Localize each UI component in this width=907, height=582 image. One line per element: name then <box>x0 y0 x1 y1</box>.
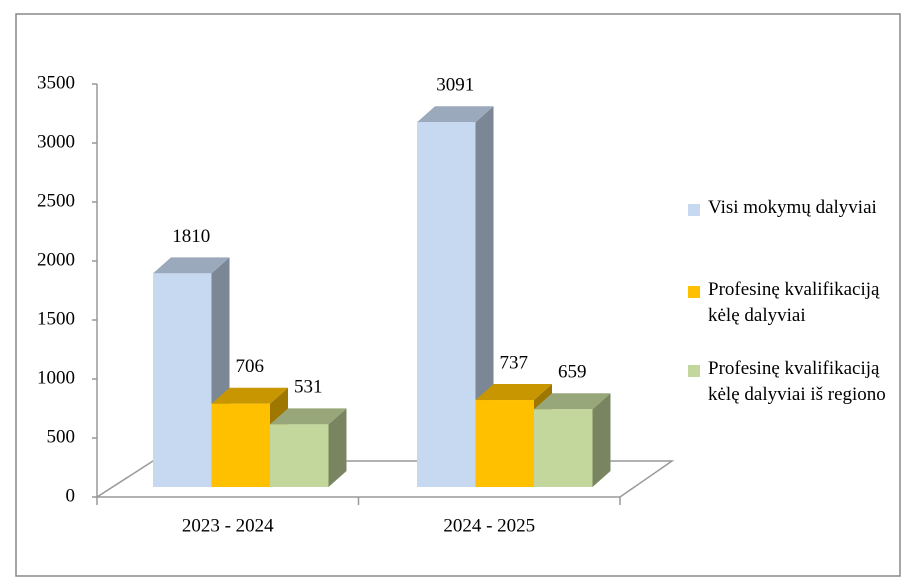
x-tick-label: 2024 - 2025 <box>443 515 535 536</box>
y-tick-label: 2500 <box>37 190 75 211</box>
bar-top <box>211 387 288 404</box>
bar-top <box>534 393 611 410</box>
legend-entry: Profesinę kvalifikaciją kėlę dalyviai <box>708 279 880 326</box>
bar <box>534 393 611 487</box>
legend-label: Visi mokymų dalyviai <box>708 197 877 218</box>
data-label: 659 <box>558 362 587 383</box>
y-tick-label: 1000 <box>37 367 75 388</box>
legend-swatch <box>688 204 700 216</box>
y-tick-label: 1500 <box>37 308 75 329</box>
legend-swatch <box>688 365 700 377</box>
bar-front <box>475 400 534 487</box>
legend-swatch <box>688 286 700 298</box>
bar-front <box>211 403 270 487</box>
bar-front <box>270 424 329 487</box>
data-label: 531 <box>294 377 323 398</box>
data-label: 3091 <box>436 75 474 96</box>
bar-top <box>417 106 494 123</box>
legend-entry: Visi mokymų dalyviai <box>708 197 877 218</box>
floor <box>94 460 675 498</box>
y-tick-label: 2000 <box>37 249 75 270</box>
data-label: 706 <box>236 356 265 377</box>
bar-side <box>592 393 611 487</box>
y-tick-label: 3500 <box>37 72 75 93</box>
x-tick-label: 2023 - 2024 <box>182 515 274 536</box>
bar-front <box>417 122 476 488</box>
bar-side <box>328 408 347 487</box>
legend-label: Profesinę kvalifikaciją kėlę dalyviai iš… <box>708 358 886 405</box>
bar-front <box>534 409 593 487</box>
legend-label: Profesinę kvalifikaciją kėlę dalyviai <box>708 279 880 326</box>
y-tick-label: 0 <box>66 485 76 506</box>
bar-top <box>153 257 230 274</box>
bar-top <box>270 408 347 425</box>
bar-top <box>475 384 552 401</box>
y-tick-label: 500 <box>47 426 76 447</box>
data-label: 737 <box>500 352 529 373</box>
data-label: 1810 <box>172 226 210 247</box>
bar <box>153 257 230 487</box>
legend-entry: Profesinę kvalifikaciją kėlę dalyviai iš… <box>708 358 886 405</box>
y-tick-label: 3000 <box>37 131 75 152</box>
bar-front <box>153 273 212 487</box>
bar <box>270 408 347 487</box>
